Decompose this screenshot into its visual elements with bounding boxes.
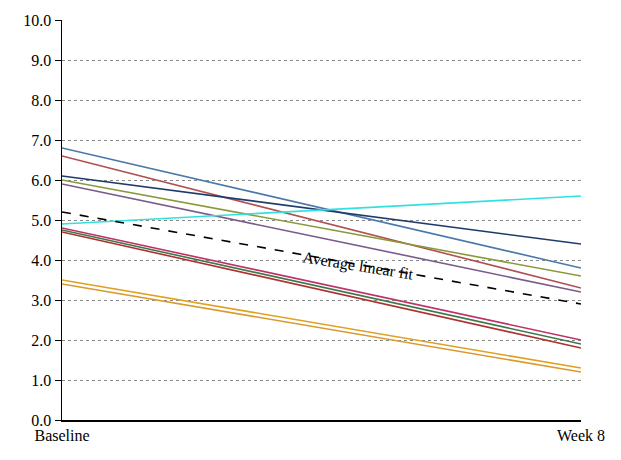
svg-text:0.0: 0.0: [31, 412, 51, 429]
svg-text:7.0: 7.0: [31, 132, 51, 149]
svg-text:2.0: 2.0: [31, 332, 51, 349]
svg-text:4.0: 4.0: [31, 252, 51, 269]
svg-text:6.0: 6.0: [31, 172, 51, 189]
svg-text:Average linear fit: Average linear fit: [301, 248, 415, 283]
svg-text:9.0: 9.0: [31, 52, 51, 69]
svg-text:Week 8: Week 8: [557, 427, 605, 444]
svg-text:5.0: 5.0: [31, 212, 51, 229]
svg-text:8.0: 8.0: [31, 92, 51, 109]
svg-text:1.0: 1.0: [31, 372, 51, 389]
svg-text:10.0: 10.0: [23, 12, 51, 29]
svg-text:3.0: 3.0: [31, 292, 51, 309]
svg-text:Baseline: Baseline: [34, 427, 89, 444]
